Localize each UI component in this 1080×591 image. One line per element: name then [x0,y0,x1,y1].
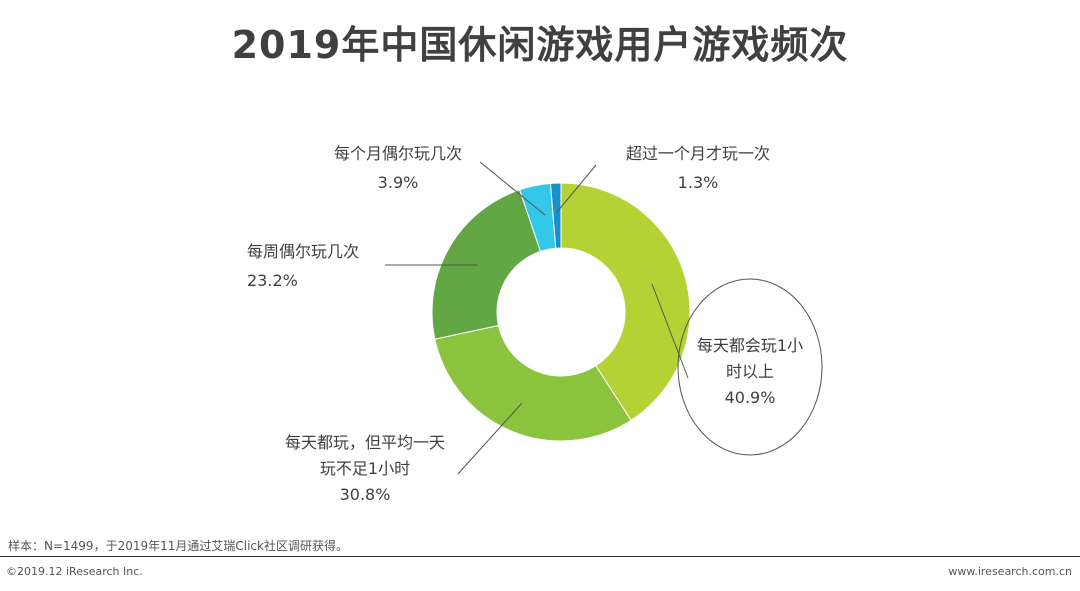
slice-label-1: 玩不足1小时 [320,459,410,478]
slice-label-0: 时以上 [726,362,774,381]
leader-line-1 [457,402,523,475]
slice-label-1: 每天都玩，但平均一天 [285,433,445,452]
slice-value-3: 3.9% [378,173,419,192]
slice-value-1: 30.8% [340,485,391,504]
website-link[interactable]: www.iresearch.com.cn [948,565,1072,578]
copyright-text: ©2019.12 iResearch Inc. [6,565,143,578]
slice-1 [434,324,632,442]
slice-value-0: 40.9% [725,388,776,407]
chart-title: 2019年中国休闲游戏用户游戏频次 [231,23,849,67]
slice-0 [560,182,691,421]
slice-value-2: 23.2% [247,271,298,290]
leader-line-0 [651,283,689,379]
leader-line-4 [556,164,597,213]
slice-label-4: 超过一个月才玩一次 [626,144,770,163]
sample-note: 样本：N=1499，于2019年11月通过艾瑞Click社区调研获得。 [8,539,348,553]
slice-2 [431,189,542,340]
slice-label-2: 每周偶尔玩几次 [247,242,359,261]
leader-line-3 [479,161,546,216]
slice-label-3: 每个月偶尔玩几次 [334,144,462,163]
footer-divider [0,556,1080,557]
slice-4 [549,182,562,249]
slice-value-4: 1.3% [678,173,719,192]
slice-label-0: 每天都会玩1小 [697,336,803,355]
highlight-ellipse [677,278,823,456]
